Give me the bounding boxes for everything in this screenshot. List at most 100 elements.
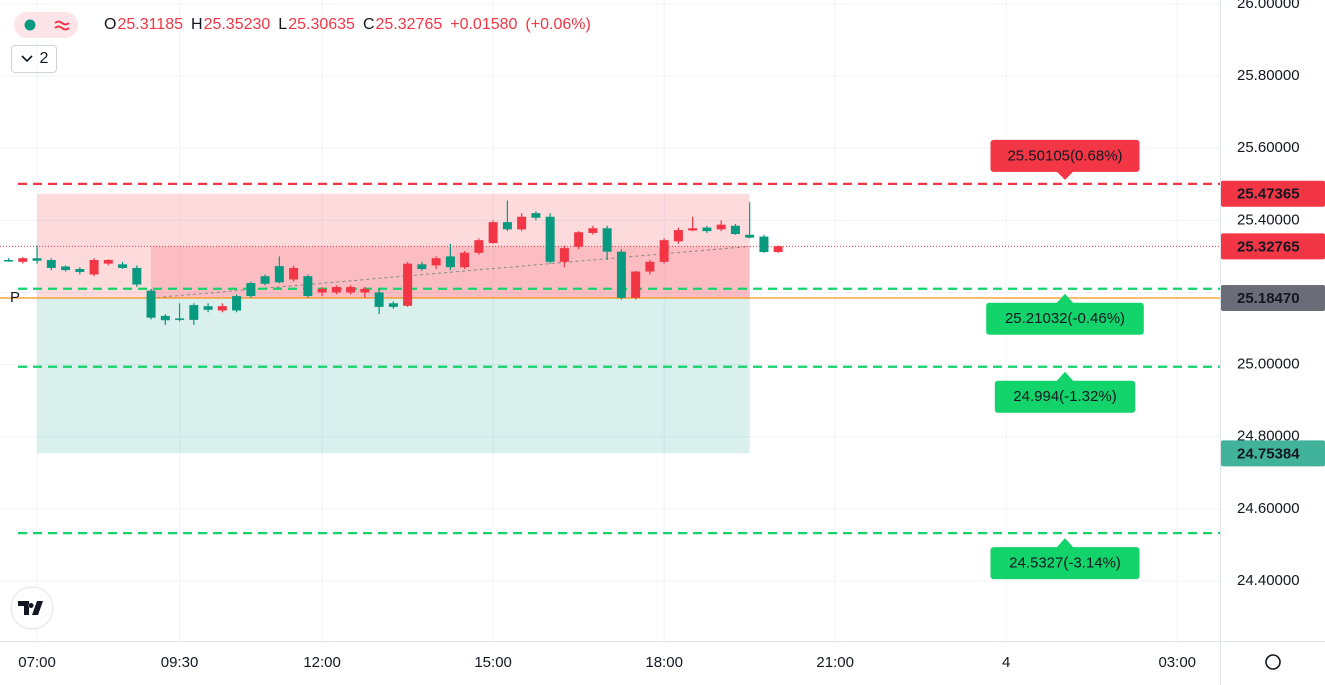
candle-body xyxy=(89,260,99,275)
logo-mark xyxy=(18,601,43,615)
candle-body xyxy=(203,306,213,310)
candle-body xyxy=(773,246,783,253)
price-tag xyxy=(1221,180,1325,207)
target-zone xyxy=(37,193,750,298)
candle-body xyxy=(460,252,470,268)
y-tick-label: 24.40000 xyxy=(1237,572,1300,589)
x-tick-label: 07:00 xyxy=(18,654,56,671)
candle-body xyxy=(232,296,242,311)
low-value: 25.30635 xyxy=(288,16,355,33)
candle-body xyxy=(317,288,327,293)
candle-body xyxy=(18,258,28,262)
candle-body xyxy=(75,269,85,272)
settings-icon xyxy=(1265,654,1281,670)
level-label: 24.994(-1.32%) xyxy=(1013,388,1116,405)
eye-icon xyxy=(24,19,35,31)
price-tag-label: 25.47365 xyxy=(1237,186,1300,203)
candle-body xyxy=(716,224,726,230)
y-tick-label: 24.60000 xyxy=(1237,500,1300,517)
chevron-icon xyxy=(20,55,33,63)
x-tick-label: 18:00 xyxy=(645,654,683,671)
entry-marker: P xyxy=(10,289,20,306)
candle-body xyxy=(502,222,512,230)
indicator-toggle[interactable]: 2 xyxy=(11,45,57,73)
y-tick-label: 25.00000 xyxy=(1237,356,1300,373)
candle-body xyxy=(645,261,655,272)
level-pointer xyxy=(1056,170,1074,180)
candle-body xyxy=(274,266,284,283)
stop-zone xyxy=(37,297,750,454)
low-label: L xyxy=(278,16,288,33)
x-tick-label: 12:00 xyxy=(303,654,341,671)
logo-bg xyxy=(10,586,54,630)
candle-body xyxy=(403,263,413,306)
tv-logo xyxy=(10,586,54,630)
level-badge xyxy=(994,380,1136,413)
level-badge xyxy=(986,302,1144,335)
candle-body xyxy=(745,234,755,238)
level-pointer xyxy=(1056,371,1074,382)
candle-body xyxy=(175,318,185,320)
close-value: 25.32765 xyxy=(375,16,443,33)
candle-body xyxy=(417,264,427,270)
candle-body xyxy=(146,290,156,318)
candle-body xyxy=(103,260,113,264)
candle-body xyxy=(488,222,498,244)
candle-body xyxy=(360,288,370,293)
candle-body xyxy=(4,260,14,262)
candle-body xyxy=(702,227,712,232)
legend: O 25.31185 H 25.35230 L 25.30635 C 25.32765 … xyxy=(14,12,599,38)
price-tag-label: 25.18470 xyxy=(1237,290,1300,307)
price-tag xyxy=(1221,440,1325,467)
level-pointer xyxy=(1056,538,1074,549)
high-label: H xyxy=(191,16,203,33)
candle-body xyxy=(160,315,170,321)
high-value: 25.35230 xyxy=(203,16,271,33)
candle-body xyxy=(588,228,598,233)
indicator-count: 2 xyxy=(39,50,49,67)
change-percent: (+0.06%) xyxy=(525,16,591,33)
candle-body xyxy=(574,232,584,247)
y-tick-label: 25.60000 xyxy=(1237,139,1300,156)
price-tag-label: 25.32765 xyxy=(1237,238,1300,255)
x-tick-label: 21:00 xyxy=(816,654,854,671)
y-tick-label: 25.80000 xyxy=(1237,67,1300,84)
candle-body xyxy=(531,213,541,218)
candle-body xyxy=(32,258,42,261)
y-tick-label: 25.40000 xyxy=(1237,211,1300,228)
visibility-toggle[interactable] xyxy=(14,12,78,38)
change-value: +0.01580 xyxy=(450,16,518,33)
y-tick-label: 26.00000 xyxy=(1237,0,1300,12)
candle-body xyxy=(189,305,199,320)
candle-body xyxy=(759,236,769,253)
candle-body xyxy=(545,216,555,262)
x-tick-label: 4 xyxy=(1002,654,1010,671)
level-badge xyxy=(990,139,1140,172)
level-badge xyxy=(990,547,1140,580)
candle-body xyxy=(217,306,227,311)
candle-body xyxy=(331,287,341,293)
candle-body xyxy=(374,292,384,307)
candle-body xyxy=(132,267,142,285)
candle-body xyxy=(61,266,71,271)
candle-body xyxy=(631,271,641,298)
price-tag-label: 24.75384 xyxy=(1237,445,1300,462)
candle-body xyxy=(118,264,128,268)
candle-body xyxy=(673,230,683,242)
candle-body xyxy=(388,303,398,307)
candle-body xyxy=(46,260,56,268)
candle-body xyxy=(616,251,626,298)
candle-body xyxy=(445,256,455,268)
candle-body xyxy=(659,240,669,262)
candle-body xyxy=(602,228,612,252)
position-path xyxy=(151,245,750,299)
candle-body xyxy=(730,225,740,235)
price-tag xyxy=(1221,233,1325,260)
candle-body xyxy=(289,267,299,280)
candle-body xyxy=(559,248,569,262)
candle-body xyxy=(346,287,356,293)
candle-body xyxy=(303,276,313,297)
candle-body xyxy=(260,276,270,284)
